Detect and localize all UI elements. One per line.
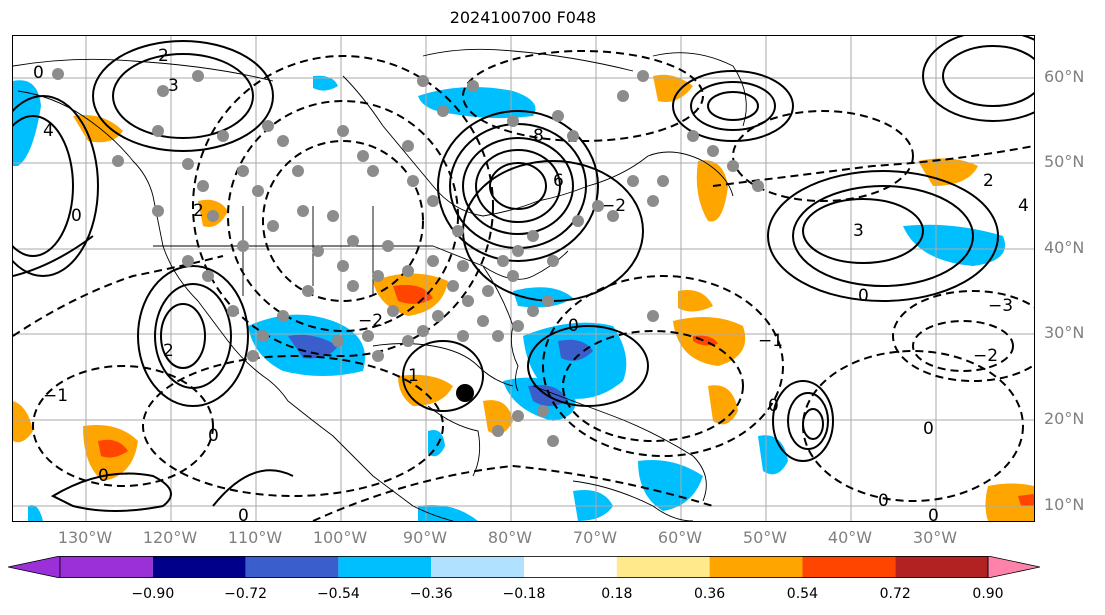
colorbar-tick-label: −0.18	[502, 586, 546, 602]
colorbar-tick-label: −0.90	[131, 586, 175, 602]
contour-label: 0	[928, 506, 939, 521]
colorbar-tick-label: −0.54	[316, 586, 360, 602]
map-panel: 0 2 3 0 2 2 1 8 6 −2 0 −1 3 0 2 −3 −2 0 …	[12, 35, 1035, 522]
colorbar-under-extension	[8, 556, 61, 578]
contour-label: 0	[858, 286, 869, 306]
contour-label: −2	[973, 346, 998, 366]
storm-center-marker	[456, 384, 474, 402]
colorbar-bin	[802, 556, 896, 578]
contours-dashed	[13, 50, 1034, 521]
lon-label: 120°W	[142, 528, 198, 547]
colorbar-frame	[59, 556, 989, 578]
colorbar-bin	[616, 556, 710, 578]
lon-label: 100°W	[312, 528, 368, 547]
contour-label: 4	[43, 121, 54, 141]
colorbar-bin	[524, 556, 617, 578]
colorbar-tick-label: 0.90	[972, 586, 1004, 602]
contour-label: 0	[768, 396, 779, 416]
lon-label: 50°W	[742, 528, 788, 547]
lon-label: 60°W	[657, 528, 703, 547]
colorbar-tick-label: 0.36	[694, 586, 726, 602]
colorbar-tick-label: 0.18	[601, 586, 633, 602]
lon-label: 110°W	[227, 528, 283, 547]
colorbar	[8, 556, 1040, 578]
contour-label: −1	[43, 386, 68, 406]
lon-label: 80°W	[487, 528, 533, 547]
contour-label: 0	[238, 506, 249, 521]
contour-label: −2	[358, 311, 383, 331]
lat-label: 10°N	[1044, 495, 1085, 514]
map-canvas: 0 2 3 0 2 2 1 8 6 −2 0 −1 3 0 2 −3 −2 0 …	[13, 36, 1034, 521]
contour-label: 4	[1018, 196, 1029, 216]
contour-label: 0	[923, 419, 934, 439]
contour-label: 8	[533, 126, 544, 146]
contour-label: 0	[568, 316, 579, 336]
contour-label: 0	[33, 63, 44, 83]
lon-label: 90°W	[402, 528, 448, 547]
lat-label: 30°N	[1044, 323, 1085, 342]
lat-label: 60°N	[1044, 67, 1085, 86]
colorbar-tick-label: −0.72	[224, 586, 268, 602]
colorbar-tick-label: 0.72	[879, 586, 911, 602]
colorbar-bin	[338, 556, 432, 578]
contour-label: 0	[878, 491, 889, 511]
contour-label: 6	[553, 171, 564, 191]
contour-label: 0	[71, 206, 82, 226]
colorbar-bin	[245, 556, 339, 578]
contour-label: 2	[163, 341, 174, 361]
colorbar-bin	[709, 556, 803, 578]
colorbar-bin	[895, 556, 988, 578]
colorbar-bin	[60, 556, 153, 578]
contour-label: 0	[208, 426, 219, 446]
lon-label: 130°W	[57, 528, 113, 547]
colorbar-over-extension	[987, 556, 1040, 578]
contour-label: −1	[758, 331, 783, 351]
lon-label: 30°W	[912, 528, 958, 547]
contour-label: 2	[193, 201, 204, 221]
lat-label: 40°N	[1044, 238, 1085, 257]
lat-label: 50°N	[1044, 152, 1085, 171]
colorbar-bin	[152, 556, 246, 578]
contour-label: 2	[983, 171, 994, 191]
station-markers	[52, 68, 764, 447]
contour-label: 1	[408, 366, 419, 386]
contour-label: 0	[98, 466, 109, 486]
contour-label: 3	[168, 76, 179, 96]
contour-labels: 0 2 3 0 2 2 1 8 6 −2 0 −1 3 0 2 −3 −2 0 …	[33, 46, 1029, 521]
contour-label: 3	[853, 221, 864, 241]
contour-label: −2	[601, 196, 626, 216]
colorbar-bin	[431, 556, 524, 578]
colorbar-tick-label: −0.36	[409, 586, 453, 602]
lat-label: 20°N	[1044, 409, 1085, 428]
map-title: 2024100700 F048	[449, 8, 597, 27]
contour-label: 2	[158, 46, 169, 66]
lon-label: 40°W	[827, 528, 873, 547]
lon-label: 70°W	[572, 528, 618, 547]
contour-label: −3	[988, 296, 1013, 316]
colorbar-tick-label: 0.54	[786, 586, 818, 602]
